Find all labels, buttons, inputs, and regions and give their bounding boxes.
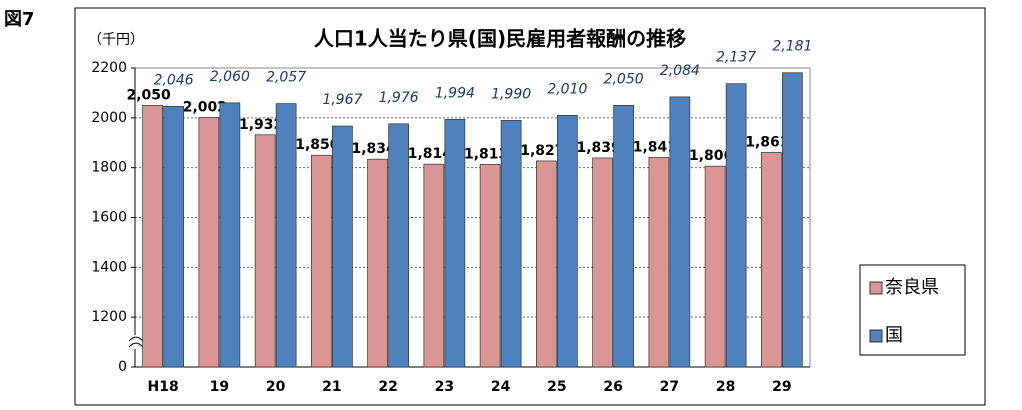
- x-tick-label: H18: [148, 379, 179, 395]
- figure-label: 図7: [4, 9, 35, 30]
- legend-swatch: [869, 281, 883, 295]
- x-tick-label: 21: [322, 379, 341, 395]
- bar: [725, 83, 747, 368]
- y-tick-label: 0: [118, 359, 127, 375]
- x-tick-label: 27: [660, 379, 679, 395]
- bar: [198, 116, 220, 368]
- data-label: 1,813: [464, 146, 508, 162]
- y-tick-label: 2000: [91, 110, 127, 126]
- data-label: 2,046: [154, 72, 194, 88]
- y-tick-label: 1200: [91, 309, 127, 325]
- bar: [704, 165, 726, 368]
- data-label: 1,850: [295, 137, 340, 153]
- y-tick-label: 1400: [91, 259, 127, 275]
- x-tick-label: 23: [435, 379, 454, 395]
- bar: [782, 72, 803, 368]
- bar: [142, 105, 163, 368]
- data-label: 2,060: [210, 69, 250, 85]
- chart-title: 人口1人当たり県(国)民雇用者報酬の推移: [314, 27, 686, 51]
- legend-swatch: [869, 329, 883, 343]
- bar: [613, 105, 634, 368]
- bar: [536, 160, 557, 368]
- data-label: 1,994: [435, 85, 475, 101]
- bar: [500, 119, 522, 368]
- bar: [669, 96, 691, 368]
- bar: [557, 114, 578, 368]
- data-label: 2,181: [772, 39, 812, 55]
- bar: [254, 134, 276, 368]
- y-tick-label: 1800: [91, 160, 127, 176]
- data-label: 1,990: [491, 86, 531, 102]
- bar: [311, 154, 332, 368]
- legend-label: 奈良県: [885, 277, 939, 298]
- data-label: 1,967: [322, 92, 362, 108]
- bar: [388, 123, 409, 368]
- data-label: 1,834: [351, 141, 396, 157]
- x-tick-label: 25: [547, 379, 566, 395]
- bar: [444, 118, 466, 368]
- data-label: 1,839: [576, 140, 620, 156]
- y-tick-label: 2200: [91, 60, 127, 76]
- bar: [332, 125, 353, 368]
- data-label: 2,084: [660, 63, 700, 79]
- data-label: 2,010: [547, 81, 587, 97]
- x-tick-label: 22: [378, 379, 397, 395]
- data-label: 2,137: [716, 50, 756, 66]
- data-label: 1,861: [745, 134, 789, 150]
- bar: [367, 158, 388, 368]
- y-unit: （千円）: [88, 32, 144, 48]
- data-label: 2,050: [604, 71, 644, 87]
- bar: [219, 102, 241, 368]
- data-label: 1,841: [633, 139, 677, 155]
- data-label: 2,057: [266, 70, 306, 86]
- x-tick-label: 19: [210, 379, 229, 395]
- data-label: 1,814: [408, 146, 453, 162]
- data-label: 1,932: [239, 117, 283, 133]
- bar: [761, 152, 782, 368]
- bar: [479, 164, 501, 368]
- x-tick-label: 28: [716, 379, 735, 395]
- y-tick-label: 1600: [91, 210, 127, 226]
- legend-label: 国: [885, 325, 903, 346]
- data-label: 2,002: [183, 99, 227, 115]
- x-tick-label: 29: [772, 379, 791, 395]
- bar: [423, 163, 445, 368]
- bar: [163, 106, 184, 368]
- data-label: 1,976: [379, 90, 419, 106]
- bar: [592, 157, 613, 368]
- x-tick-label: 20: [266, 379, 286, 395]
- bar: [648, 157, 670, 368]
- data-label: 2,050: [126, 87, 171, 103]
- data-label: 1,827: [520, 143, 564, 159]
- x-tick-label: 26: [603, 379, 622, 395]
- bar: [275, 103, 297, 368]
- data-label: 1,806: [689, 148, 733, 164]
- x-tick-label: 24: [491, 379, 511, 395]
